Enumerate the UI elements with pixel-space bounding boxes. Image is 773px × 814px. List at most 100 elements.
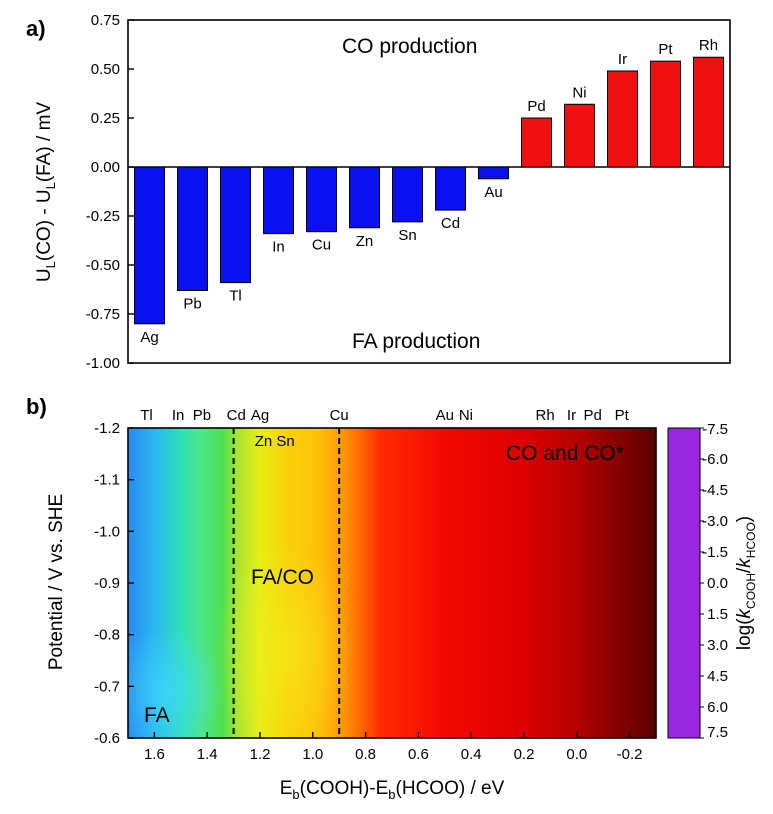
x-tick-label: 1.0 [302, 746, 323, 763]
y-tick-label: -0.75 [86, 306, 120, 323]
metal-label-zn-sn: Zn Sn [255, 433, 295, 450]
y-ticks: 0.75 0.50 0.25 0.00 -0.25 -0.50 -0.75 -1.00 [86, 12, 134, 372]
bar-label-pd: Pd [527, 98, 545, 115]
bars: Ag Pb Tl In Cu Zn Sn Cd Au Pd Ni Ir Pt Rh [134, 37, 724, 346]
metal-label-ir: Ir [567, 407, 576, 424]
bar-label-zn: Zn [356, 233, 374, 250]
bar-label-au: Au [484, 184, 502, 201]
bar-chart: Ag Pb Tl In Cu Zn Sn Cd Au Pd Ni Ir Pt Rh 0.75 0.50 0.2… [34, 12, 731, 372]
y-axis-title-a: UL(CO) - UL(FA) / mV [34, 102, 58, 283]
metal-label-ni: Ni [459, 407, 473, 424]
bar-label-cu: Cu [312, 237, 331, 254]
x-ticks: 1.6 1.4 1.2 1.0 0.8 0.6 0.4 0.2 0.0 -0.2 [144, 732, 643, 763]
metal-label-ag: Ag [251, 407, 269, 424]
bar-label-ni: Ni [572, 84, 586, 101]
y-axis-title-b: Potential / V vs. SHE [46, 494, 67, 670]
y-tick-label-b: -1.1 [94, 472, 120, 489]
bar-label-pb: Pb [183, 295, 201, 312]
y-tick-label: 0.25 [91, 110, 120, 127]
bar-rh [693, 56, 724, 168]
x-tick-label: 1.2 [250, 746, 271, 763]
annotation-co-production: CO production [342, 35, 477, 58]
bar-label-sn: Sn [398, 227, 416, 244]
bar-au [478, 166, 509, 180]
annotation-fa-production: FA production [352, 330, 480, 353]
bar-ir [607, 70, 638, 168]
y-ticks-b: -1.2 -1.1 -1.0 -0.9 -0.8 -0.7 -0.6 [94, 420, 134, 747]
bar-pt [650, 60, 681, 168]
x-tick-label: 1.6 [144, 746, 165, 763]
x-tick-label: 0.0 [566, 746, 587, 763]
colorbar-tick-label: -3.0 [702, 513, 728, 530]
bar-cd [435, 166, 466, 211]
panel-label-b: b) [26, 394, 47, 419]
colorbar-tick-label: 4.5 [707, 668, 728, 685]
bar-ag [134, 166, 165, 325]
colorbar-ticks: -7.5 -6.0 -4.5 -3.0 -1.5 0.0 1.5 3.0 4.5 6.0 7.5 [700, 421, 728, 741]
metal-label-pt: Pt [615, 407, 630, 424]
metal-label-pd: Pd [583, 407, 601, 424]
bar-label-pt: Pt [658, 41, 673, 58]
colorbar-tick-label: -4.5 [702, 482, 728, 499]
bar-zn [349, 166, 380, 229]
y-tick-label: 0.00 [91, 159, 120, 176]
x-tick-label: 1.4 [197, 746, 218, 763]
bar-pd [521, 117, 552, 168]
bar-label-cd: Cd [441, 215, 460, 232]
region-label-fa-co: FA/CO [251, 566, 314, 589]
colorbar-tick-label: 3.0 [707, 637, 728, 654]
metal-label-cd: Cd [227, 407, 246, 424]
bar-label-in: In [272, 239, 285, 256]
region-boundaries [232, 428, 341, 738]
heatmap-mixed-glow [215, 540, 355, 738]
colorbar-tick-label: -1.5 [702, 544, 728, 561]
metal-label-au: Au [436, 407, 454, 424]
y-tick-label: -0.50 [86, 257, 120, 274]
x-tick-label: -0.2 [617, 746, 643, 763]
y-tick-label-b: -0.7 [94, 678, 120, 695]
heatmap-fa-glow [128, 625, 223, 738]
metal-label-rh: Rh [536, 407, 555, 424]
y-tick-label: 0.75 [91, 12, 120, 29]
bar-label-tl: Tl [229, 288, 242, 305]
x-tick-label: 0.8 [355, 746, 376, 763]
colorbar [667, 427, 701, 739]
metal-label-pb: Pb [193, 407, 211, 424]
y-tick-label-b: -1.0 [94, 523, 120, 540]
bar-ni [564, 103, 595, 168]
heatmap-chart: Tl In Pb Cd Ag Cu Au Ni Rh Ir Pd Pt Zn Sn 1.6 1.4 1.2… [46, 407, 758, 802]
region-label-co: CO and CO* [506, 442, 624, 465]
bar-sn [392, 166, 423, 223]
y-tick-label-b: -1.2 [94, 420, 120, 437]
metal-label-in: In [172, 407, 185, 424]
bar-label-rh: Rh [699, 37, 718, 54]
y-tick-label-b: -0.6 [94, 730, 120, 747]
y-tick-label: -1.00 [86, 355, 120, 372]
colorbar-tick-label: 6.0 [707, 699, 728, 716]
colorbar-title: log(kCOOH/kHCOO) [734, 516, 758, 650]
colorbar-tick-label: -6.0 [702, 451, 728, 468]
metal-labels: Tl In Pb Cd Ag Cu Au Ni Rh Ir Pd Pt [140, 407, 629, 424]
metal-label-cu: Cu [330, 407, 349, 424]
y-tick-label-b: -0.8 [94, 627, 120, 644]
colorbar-tick-label: -7.5 [702, 421, 728, 438]
x-axis-title-b: Eb(COOH)-Eb(HCOO) / eV [280, 778, 505, 802]
bar-pb [177, 166, 208, 291]
y-tick-label: 0.50 [91, 61, 120, 78]
bar-label-ag: Ag [140, 329, 158, 346]
y-tick-label: -0.25 [86, 208, 120, 225]
bar-chart-frame [127, 19, 731, 364]
x-tick-label: 0.6 [408, 746, 429, 763]
x-tick-label: 0.2 [514, 746, 535, 763]
bar-tl [220, 166, 251, 284]
colorbar-tick-label: 1.5 [707, 606, 728, 623]
panel-label-a: a) [26, 16, 46, 41]
colorbar-tick-label: 7.5 [707, 724, 728, 741]
y-tick-label-b: -0.9 [94, 575, 120, 592]
bar-in [263, 166, 294, 235]
colorbar-tick-label: 0.0 [707, 575, 728, 592]
bar-label-ir: Ir [618, 51, 627, 68]
region-label-fa: FA [144, 704, 170, 727]
bar-cu [306, 166, 337, 233]
